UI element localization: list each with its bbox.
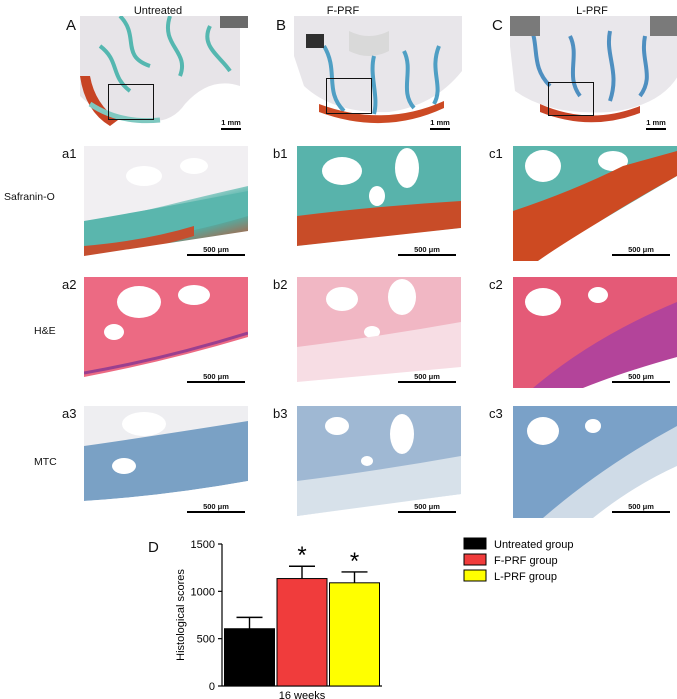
y-tick-label: 1500 [191, 539, 215, 551]
sub-label-b1: b1 [273, 146, 288, 161]
scale-label: 500 μm [628, 502, 654, 511]
micrograph-a2 [84, 277, 248, 388]
overview-illustration-f-prf [294, 16, 462, 136]
scale-label: 500 μm [203, 502, 229, 511]
x-axis-label: 16 weeks [279, 690, 326, 699]
micrograph-illustration-c3 [513, 406, 677, 518]
scale-bar [646, 128, 666, 130]
scale-bar [612, 511, 670, 513]
scale-bar [187, 381, 245, 383]
scale-bar [612, 381, 670, 383]
legend-label: F-PRF group [494, 555, 558, 567]
sub-label-c2: c2 [489, 277, 503, 292]
scale-bar [398, 254, 456, 256]
sub-label-c3: c3 [489, 406, 503, 421]
micrograph-illustration-c2 [513, 277, 677, 388]
sub-label-a1: a1 [62, 146, 77, 161]
micrograph-c2 [513, 277, 677, 388]
sub-label-a3: a3 [62, 406, 77, 421]
scale-label: 500 μm [414, 502, 440, 511]
scale-bar [187, 511, 245, 513]
micrograph-illustration-a3 [84, 406, 248, 518]
legend-label: L-PRF group [494, 571, 557, 583]
scale-label: 1 mm [430, 118, 450, 127]
scale-bar [398, 381, 456, 383]
scale-label: 500 μm [203, 372, 229, 381]
region-of-interest-box [548, 82, 594, 116]
sub-label-b3: b3 [273, 406, 288, 421]
y-tick-label: 500 [197, 634, 215, 646]
micrograph-b1 [297, 146, 461, 261]
y-tick-label: 1000 [191, 586, 215, 598]
scale-label: 500 μm [203, 245, 229, 254]
overview-illustration-l-prf [510, 16, 677, 136]
micrograph-a3 [84, 406, 248, 518]
scale-label: 1 mm [221, 118, 241, 127]
panel-letter-b: B [276, 17, 287, 34]
column-title-f-prf: F-PRF [326, 5, 360, 17]
histological-score-chart: 0 500 1000 1500 Histological scores 16 weeks *… [175, 537, 574, 699]
sub-label-a2: a2 [62, 277, 77, 292]
scale-label: 500 μm [628, 372, 654, 381]
micrograph-c3 [513, 406, 677, 518]
row-label-safranin-o: Safranin-O [4, 191, 55, 203]
row-label-he: H&E [34, 325, 56, 337]
y-tick-label: 0 [209, 681, 215, 693]
micrograph-illustration-a1 [84, 146, 248, 261]
sub-label-b2: b2 [273, 277, 288, 292]
overview-image-f-prf [294, 16, 462, 136]
bar [224, 628, 275, 687]
overview-image-l-prf [510, 16, 677, 136]
column-title-untreated: Untreated [133, 5, 183, 17]
micrograph-illustration-a2 [84, 277, 248, 388]
column-title-l-prf: L-PRF [576, 5, 608, 17]
row-label-mtc: MTC [34, 456, 57, 468]
bar [329, 582, 380, 687]
scale-bar [398, 511, 456, 513]
scale-label: 500 μm [414, 372, 440, 381]
scale-bar [187, 254, 245, 256]
panel-letter-d: D [148, 539, 159, 556]
panel-letter-a: A [66, 17, 77, 34]
overview-illustration-untreated [80, 16, 248, 136]
scale-bar [612, 254, 670, 256]
scale-label: 500 μm [628, 245, 654, 254]
sub-label-c1: c1 [489, 146, 503, 161]
bar [276, 578, 328, 687]
micrograph-illustration-b1 [297, 146, 461, 261]
micrograph-illustration-c1 [513, 146, 677, 261]
region-of-interest-box [108, 84, 154, 120]
micrograph-illustration-b2 [297, 277, 461, 388]
scale-bar [221, 128, 241, 130]
overview-image-untreated [80, 16, 248, 136]
legend-swatch [463, 569, 487, 582]
region-of-interest-box [326, 78, 372, 114]
micrograph-b2 [297, 277, 461, 388]
panel-letter-c: C [492, 17, 503, 34]
y-axis-label: Histological scores [175, 569, 187, 661]
scale-label: 500 μm [414, 245, 440, 254]
scale-label: 1 mm [646, 118, 666, 127]
micrograph-a1 [84, 146, 248, 261]
scale-bar [430, 128, 450, 130]
significance-marker: * [297, 542, 306, 569]
legend-swatch [463, 537, 487, 550]
legend-label: Untreated group [494, 539, 574, 551]
significance-marker: * [350, 548, 359, 575]
legend-swatch [463, 553, 487, 566]
micrograph-c1 [513, 146, 677, 261]
